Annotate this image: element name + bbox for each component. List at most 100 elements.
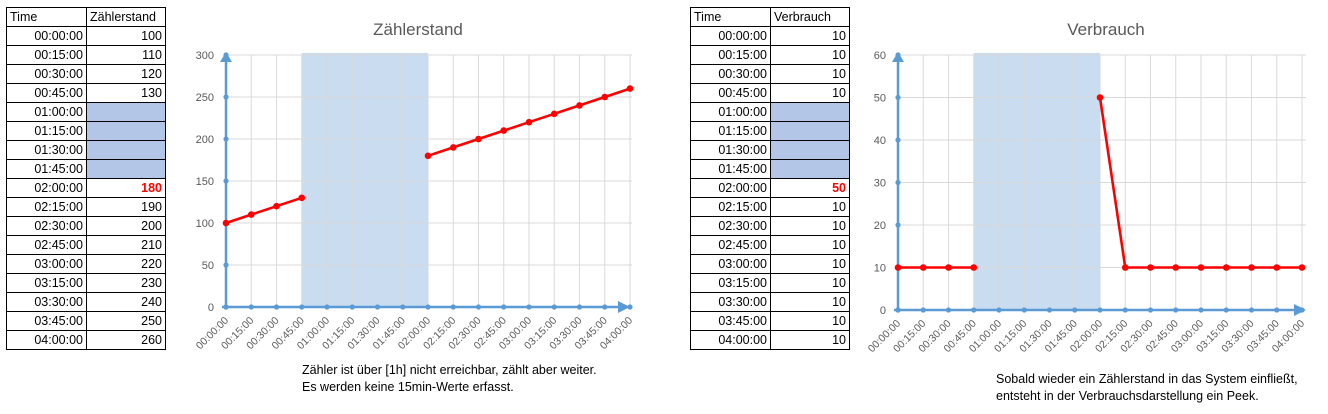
x-axis-tick (1173, 307, 1179, 313)
data-point (919, 264, 927, 271)
header-time: Time (6, 7, 87, 27)
cell-time: 03:15:00 (690, 273, 771, 293)
x-axis-tick (1046, 307, 1053, 313)
table-row: 01:00:00 (690, 102, 850, 122)
table-row: 03:15:00 230 (6, 273, 166, 293)
x-axis-tick (324, 304, 330, 310)
cell-missing (770, 121, 850, 141)
y-tick-label: 60 (874, 50, 886, 62)
data-point (222, 219, 230, 227)
y-tick-label: 200 (196, 134, 214, 146)
x-axis-tick (526, 304, 532, 310)
cell-value: 230 (86, 273, 166, 293)
cell-value: 10 (770, 83, 850, 103)
data-point (475, 135, 482, 143)
cell-time: 02:45:00 (6, 235, 87, 255)
x-axis-tick (971, 307, 977, 313)
cell-missing (770, 159, 850, 179)
table-row: 03:30:00 10 (690, 292, 850, 312)
table-row: 04:00:00 260 (6, 330, 166, 350)
cell-resumed-value: 180 (86, 178, 166, 198)
cell-time: 01:45:00 (690, 159, 771, 179)
cell-value: 190 (86, 197, 166, 217)
y-tick-label: 40 (874, 135, 886, 147)
cell-time: 01:00:00 (6, 102, 87, 122)
y-axis-tick (223, 94, 229, 100)
data-point (1121, 264, 1129, 271)
cell-time: 01:30:00 (690, 140, 771, 160)
y-tick-label: 30 (874, 178, 886, 190)
cell-value: 10 (770, 273, 850, 293)
table-row: 02:00:00 180 (6, 178, 166, 198)
cell-value: 240 (86, 292, 166, 312)
cell-time: 02:30:00 (6, 216, 87, 236)
data-point (626, 85, 634, 92)
table-row: 01:45:00 (690, 159, 850, 179)
cell-value: 10 (770, 64, 850, 84)
x-axis-tick (1248, 307, 1255, 313)
cell-value: 10 (770, 292, 850, 312)
series-line (225, 196, 303, 225)
y-tick-label: 50 (874, 93, 886, 105)
x-axis-tick (501, 304, 507, 310)
x-axis-tick (450, 304, 456, 310)
data-point (298, 194, 306, 202)
data-point (601, 93, 609, 101)
data-point (1197, 264, 1205, 271)
cell-time: 01:00:00 (690, 102, 771, 122)
table-row: 02:15:00 10 (690, 197, 850, 217)
cell-time: 01:45:00 (6, 159, 87, 179)
caption-line: entsteht in der Verbrauchsdarstellung ei… (996, 389, 1259, 403)
table-row: 03:00:00 220 (6, 254, 166, 274)
x-axis-tick (1198, 307, 1204, 313)
verbrauch-caption: Sobald wieder ein Zählerstand in das Sys… (996, 371, 1298, 405)
y-axis-tick (895, 222, 901, 228)
y-tick-label: 150 (196, 176, 214, 188)
cell-value: 220 (86, 254, 166, 274)
table-row: 01:45:00 (6, 159, 166, 179)
data-point (1273, 264, 1281, 271)
table-row: 02:15:00 190 (6, 197, 166, 217)
cell-value: 10 (770, 216, 850, 236)
cell-value: 10 (770, 197, 850, 217)
cell-value: 100 (86, 26, 166, 46)
zaehlerstand-caption: Zähler ist über [1h] nicht erreichbar, z… (302, 362, 597, 396)
x-axis-tick (425, 304, 431, 310)
table-row: 03:45:00 250 (6, 311, 166, 331)
x-axis-tick (1223, 307, 1229, 313)
y-tick-label: 50 (202, 260, 214, 272)
x-axis-tick (299, 304, 305, 310)
caption-line: Sobald wieder ein Zählerstand in das Sys… (996, 372, 1298, 386)
table-row: 02:45:00 210 (6, 235, 166, 255)
cell-missing (86, 102, 166, 122)
cell-time: 00:30:00 (6, 64, 87, 84)
x-axis-tick (1021, 307, 1027, 313)
data-point (525, 118, 533, 126)
cell-value: 110 (86, 45, 166, 65)
x-axis-tick (248, 304, 254, 310)
x-axis-tick (1274, 307, 1280, 313)
cell-time: 02:00:00 (6, 178, 87, 198)
y-tick-label: 10 (874, 263, 886, 275)
cell-value: 130 (86, 83, 166, 103)
data-point (424, 152, 432, 160)
cell-missing (86, 121, 166, 141)
cell-value: 10 (770, 26, 850, 46)
x-axis-tick (627, 304, 633, 310)
x-axis-tick (1097, 307, 1103, 313)
cell-value: 10 (770, 311, 850, 331)
y-tick-label: 20 (874, 220, 886, 232)
cell-missing (86, 159, 166, 179)
cell-time: 02:30:00 (690, 216, 771, 236)
x-axis-tick (920, 307, 926, 313)
data-point (273, 202, 280, 210)
x-axis-tick (551, 304, 557, 310)
x-axis-tick (349, 304, 355, 310)
cell-time: 00:15:00 (690, 45, 771, 65)
table-row: 03:00:00 10 (690, 254, 850, 274)
y-axis-tick (895, 137, 901, 143)
x-axis-tick (475, 304, 482, 310)
cell-time: 01:30:00 (6, 140, 87, 160)
table-row: 02:30:00 10 (690, 216, 850, 236)
header-time: Time (690, 7, 771, 27)
